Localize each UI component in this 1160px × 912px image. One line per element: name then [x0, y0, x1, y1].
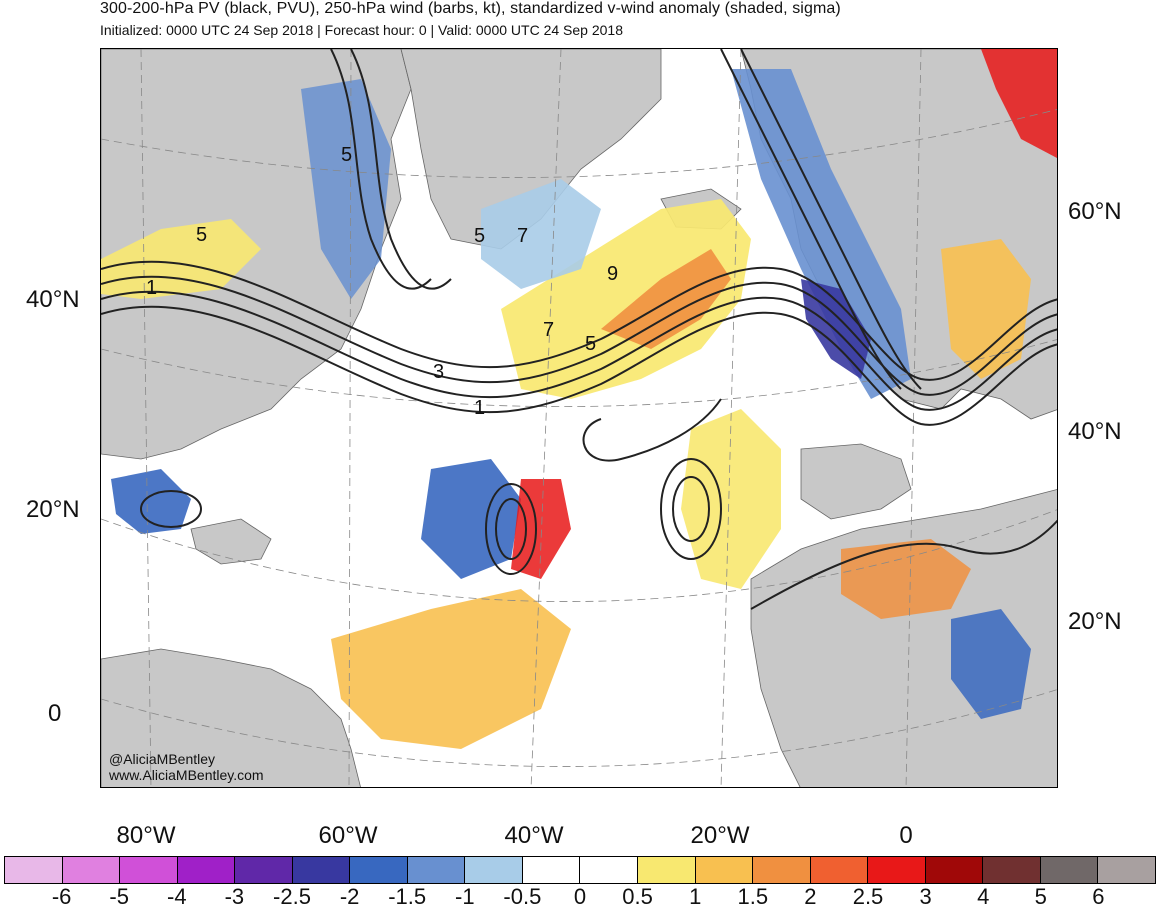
colorbar-swatch — [983, 857, 1041, 883]
watermark-site: www.AliciaMBentley.com — [109, 767, 264, 783]
contour-label: 7 — [543, 319, 554, 341]
colorbar-swatch — [62, 857, 121, 883]
colorbar-swatch — [177, 857, 236, 883]
contour-label: 3 — [433, 361, 444, 383]
anomaly-positive-north-atlantic-core — [601, 249, 731, 349]
colorbar-tick-label: 2 — [804, 884, 817, 909]
lat-label-right: 20°N — [1068, 608, 1122, 635]
colorbar-tick-label: 3 — [919, 884, 932, 909]
lon-label: 40°W — [504, 822, 564, 849]
anomaly-positive-north-america — [101, 219, 261, 299]
colorbar-tick-label: -4 — [167, 884, 187, 909]
anomaly-positive-tropical-atlantic — [331, 589, 571, 749]
colorbar-swatch — [120, 857, 178, 883]
lat-label-right: 40°N — [1068, 418, 1122, 445]
lat-label-left: 20°N — [26, 496, 80, 523]
contour-label: 1 — [146, 277, 157, 299]
colorbar-tick-label: 2.5 — [852, 884, 884, 909]
colorbar-tick-label: -5 — [109, 884, 129, 909]
colorbar-swatch — [695, 857, 754, 883]
colorbar-swatch — [580, 857, 639, 883]
graticule — [101, 49, 1057, 787]
lat-label-left: 0 — [48, 700, 62, 727]
colorbar-swatch — [1040, 857, 1099, 883]
contour-label: 7 — [517, 225, 528, 247]
contour-label-group: 5 5 1 5 7 9 7 5 3 1 — [146, 144, 618, 419]
colorbar-swatch — [465, 857, 523, 883]
anomaly-positive-north-atlantic — [501, 199, 751, 399]
anomaly-negative-europe-core — [801, 279, 871, 379]
colorbar-swatch — [638, 857, 696, 883]
map-panel: 5 5 1 5 7 9 7 5 3 1 @AliciaMBentley www.… — [100, 48, 1058, 788]
map-title: 300-200-hPa PV (black, PVU), 250-hPa win… — [100, 0, 841, 17]
contour-label: 5 — [585, 333, 596, 355]
contour-label: 5 — [341, 144, 352, 166]
colorbar — [4, 856, 1156, 884]
pv-contours — [101, 49, 1057, 610]
colorbar-tick-label: 0 — [573, 884, 587, 909]
anomaly-negative-gulf — [111, 469, 191, 534]
colorbar-tick-label: 0.5 — [622, 884, 653, 909]
map-canvas: 5 5 1 5 7 9 7 5 3 1 — [101, 49, 1057, 787]
colorbar-tick-label: -2 — [339, 884, 360, 909]
colorbar-tick-label: -6 — [51, 884, 72, 909]
anomaly-positive-central-atlantic — [511, 479, 571, 579]
colorbar-swatch — [925, 857, 984, 883]
land-iberia — [800, 443, 912, 520]
anomaly-negative-central-atlantic — [421, 459, 521, 579]
colorbar-tick-label: 6 — [1092, 884, 1105, 909]
colorbar-tick-label: -3 — [224, 884, 245, 909]
colorbar-swatch — [407, 857, 466, 883]
lat-label-right: 60°N — [1068, 198, 1122, 225]
colorbar-swatch — [5, 857, 63, 883]
lon-label: 20°W — [690, 822, 750, 849]
colorbar-swatch — [235, 857, 293, 883]
colorbar-swatch — [868, 857, 926, 883]
contour-label: 5 — [474, 225, 485, 247]
colorbar-swatch — [350, 857, 408, 883]
colorbar-tick-label: 4 — [977, 884, 990, 909]
lon-label: 80°W — [116, 822, 176, 849]
colorbar-tick-label: -2.5 — [273, 884, 311, 909]
anomaly-positive-east-atlantic — [681, 409, 781, 589]
colorbar-swatch — [1098, 857, 1155, 883]
watermark-handle: @AliciaMBentley — [109, 751, 216, 767]
colorbar-tick-label: 1 — [689, 884, 702, 909]
colorbar-labels: -6 -5 -4 -3 -2.5 -2 -1.5 -1 -0.5 0 0.5 1 1.5 2 2.5 3 4 5 6 — [4, 884, 1156, 912]
colorbar-tick-label: -1.5 — [388, 884, 427, 909]
land-masses — [101, 49, 1057, 787]
lon-label: 0 — [899, 822, 913, 849]
anomaly-positive-west-africa — [841, 539, 971, 619]
contour-label: 1 — [474, 397, 485, 419]
colorbar-tick-label: -1 — [455, 884, 475, 909]
anomaly-negative-greenland — [481, 179, 601, 289]
anomaly-shading — [101, 49, 1057, 749]
colorbar-swatch — [522, 857, 581, 883]
map-subtitle: Initialized: 0000 UTC 24 Sep 2018 | Fore… — [100, 22, 623, 38]
anomaly-negative-europe — [731, 69, 911, 399]
contour-label: 5 — [196, 224, 207, 246]
colorbar-swatch — [292, 857, 351, 883]
land-south-america — [101, 648, 361, 787]
colorbar-swatch — [810, 857, 869, 883]
anomaly-positive-scandinavia — [941, 239, 1031, 379]
colorbar-tick-label: 1.5 — [737, 884, 769, 909]
land-caribbean — [190, 518, 272, 565]
colorbar-swatch — [753, 857, 811, 883]
colorbar-tick-label: 5 — [1034, 884, 1047, 909]
contour-label: 9 — [607, 263, 618, 285]
lat-label-left: 40°N — [26, 286, 80, 313]
lon-label: 60°W — [318, 822, 378, 849]
colorbar-tick-label: -0.5 — [503, 884, 542, 909]
anomaly-negative-africa — [951, 609, 1031, 719]
anomaly-positive-far-northeast — [981, 49, 1057, 158]
anomaly-negative-labrador — [301, 79, 391, 299]
